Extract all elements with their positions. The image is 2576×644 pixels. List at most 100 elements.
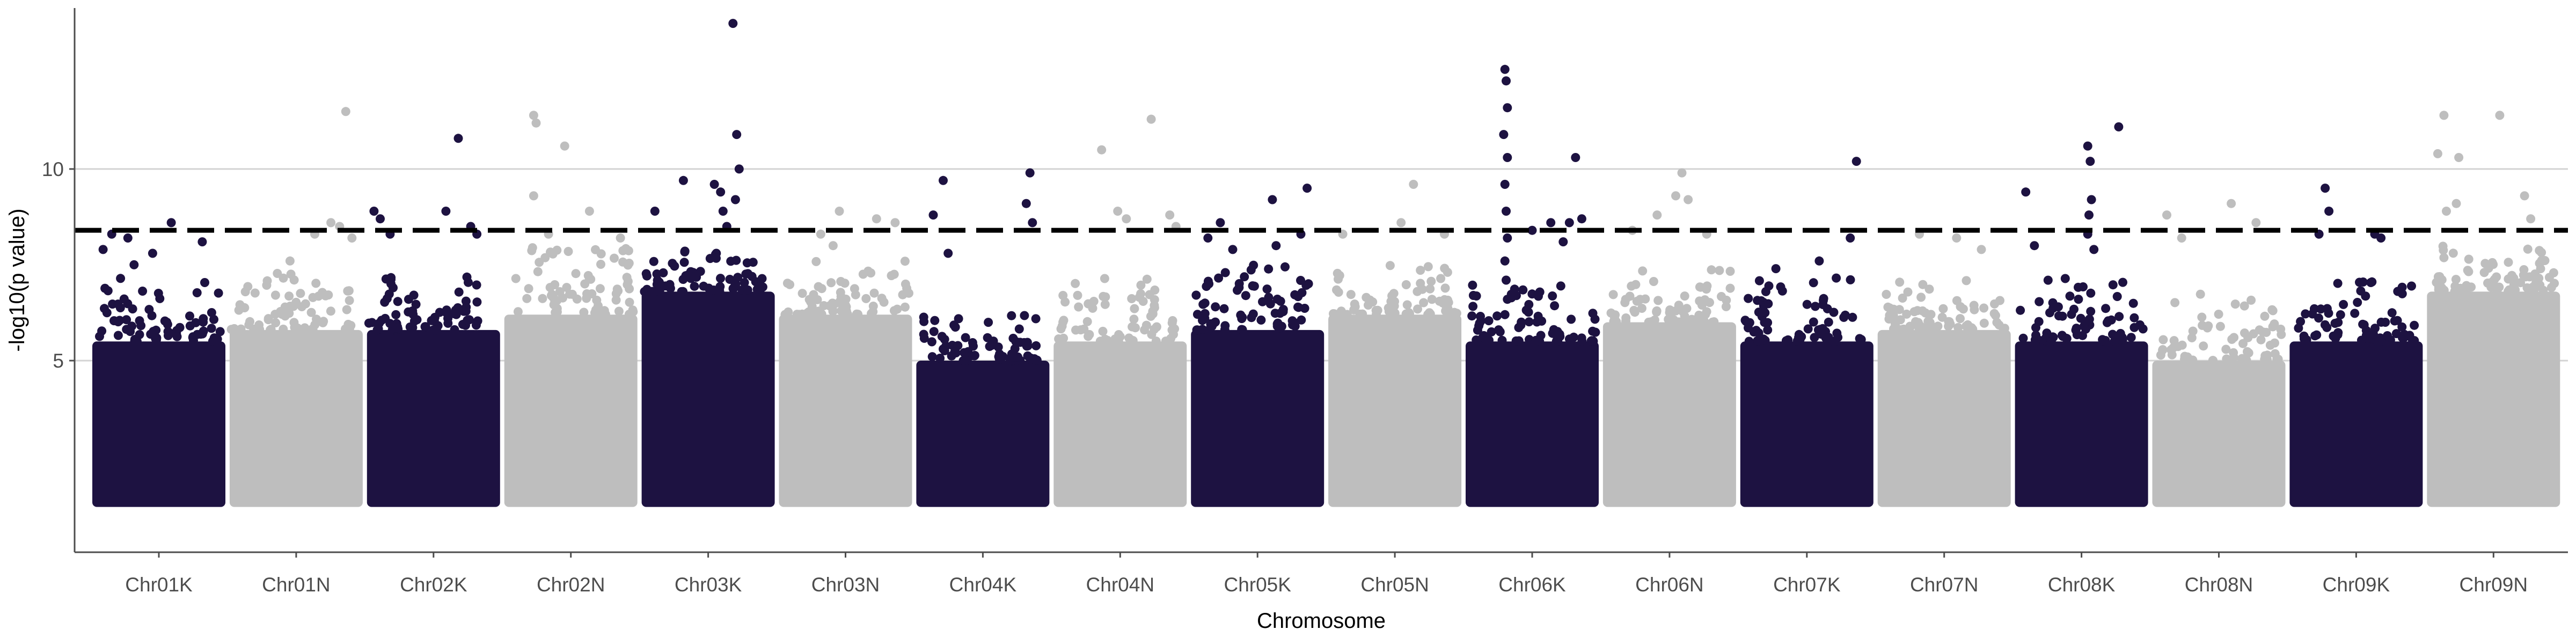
data-point	[1467, 311, 1477, 321]
data-point	[1721, 302, 1731, 311]
data-point	[2439, 245, 2448, 255]
data-point	[954, 314, 963, 324]
data-point	[949, 320, 959, 330]
data-point	[716, 274, 725, 283]
data-point	[2240, 301, 2249, 311]
data-point	[1099, 291, 1108, 301]
x-tick-label: Chr07K	[1773, 574, 1841, 596]
data-point	[286, 269, 296, 279]
data-point	[1641, 294, 1650, 304]
data-point	[1925, 318, 1935, 327]
data-point	[940, 346, 949, 355]
axes: 5 10 Chr01K Chr01N Chr02K Chr02N Chr03K Chr03N C…	[42, 8, 2568, 596]
data-point	[102, 308, 112, 318]
data-point	[680, 247, 690, 257]
data-point	[301, 299, 310, 309]
peak-point	[441, 207, 451, 216]
data-point	[1413, 304, 1422, 314]
data-point	[624, 310, 634, 319]
peak-point	[1500, 180, 1510, 189]
peak-point	[531, 118, 541, 128]
data-point	[116, 274, 126, 283]
data-point	[2118, 335, 2127, 344]
peak-point	[1021, 199, 1031, 208]
x-tick-label: Chr06N	[1635, 574, 1704, 596]
data-point	[2246, 295, 2256, 305]
data-point	[1681, 316, 1690, 326]
data-point	[451, 310, 461, 319]
data-point	[1163, 336, 1173, 346]
peak-point	[1851, 157, 1861, 166]
data-point	[715, 285, 724, 295]
data-point	[326, 306, 335, 316]
data-point	[1620, 298, 1630, 308]
data-point	[1744, 336, 1754, 346]
data-point	[947, 351, 956, 361]
data-point	[1556, 281, 1565, 291]
data-point	[1329, 309, 1339, 319]
data-point	[147, 311, 157, 320]
data-point	[960, 348, 969, 357]
data-point	[1512, 291, 1521, 301]
data-point	[900, 257, 910, 266]
data-point	[119, 294, 129, 304]
data-point	[2451, 275, 2461, 284]
data-point	[1368, 297, 1378, 307]
data-point	[562, 283, 572, 292]
data-point	[1612, 317, 1621, 327]
data-point	[2537, 256, 2546, 265]
data-point	[2387, 308, 2397, 318]
data-point	[642, 271, 652, 281]
data-point	[930, 316, 940, 325]
point-cluster	[2015, 341, 2148, 507]
series-Chr01K	[92, 218, 225, 507]
peak-point	[943, 248, 953, 258]
data-point	[1008, 333, 1018, 343]
data-point	[1297, 315, 1306, 325]
data-point	[1903, 287, 1913, 297]
data-point	[1577, 336, 1587, 346]
data-point	[2336, 310, 2345, 319]
peak-point	[1271, 241, 1281, 251]
data-point	[649, 287, 658, 296]
series-Chr03N	[779, 207, 913, 507]
peak-point	[529, 191, 538, 201]
peak-point	[1228, 245, 1238, 254]
data-point	[1550, 301, 1560, 311]
data-point	[1764, 281, 1774, 291]
data-point	[1127, 294, 1137, 303]
peak-point	[453, 134, 463, 143]
data-point	[1237, 314, 1247, 324]
data-point	[807, 302, 817, 311]
data-point	[1848, 312, 1857, 322]
data-point	[240, 287, 250, 297]
peak-point	[1503, 103, 1512, 113]
peak-point	[2021, 187, 2031, 197]
data-point	[1148, 306, 1158, 316]
data-point	[1262, 284, 1272, 294]
data-point	[935, 354, 945, 363]
peak-point	[1216, 218, 1225, 228]
data-point	[1548, 328, 1557, 338]
data-point	[2333, 279, 2343, 288]
peak-point	[1500, 64, 1510, 74]
peak-point	[2439, 111, 2449, 120]
data-point	[828, 298, 837, 308]
data-point	[596, 249, 606, 259]
data-point	[2544, 273, 2554, 282]
data-point	[1476, 316, 1486, 326]
data-point	[226, 325, 236, 334]
data-point	[113, 331, 123, 340]
data-point	[2215, 321, 2225, 331]
data-point	[2101, 304, 2111, 313]
data-point	[2410, 320, 2419, 330]
data-point	[214, 288, 223, 298]
data-point	[1074, 302, 1084, 312]
data-point	[306, 308, 316, 317]
data-point	[103, 286, 113, 296]
peak-point	[2321, 184, 2330, 193]
data-point	[748, 258, 758, 267]
peak-point	[828, 241, 838, 251]
data-point	[1273, 318, 1283, 328]
peak-point	[1503, 233, 1512, 243]
